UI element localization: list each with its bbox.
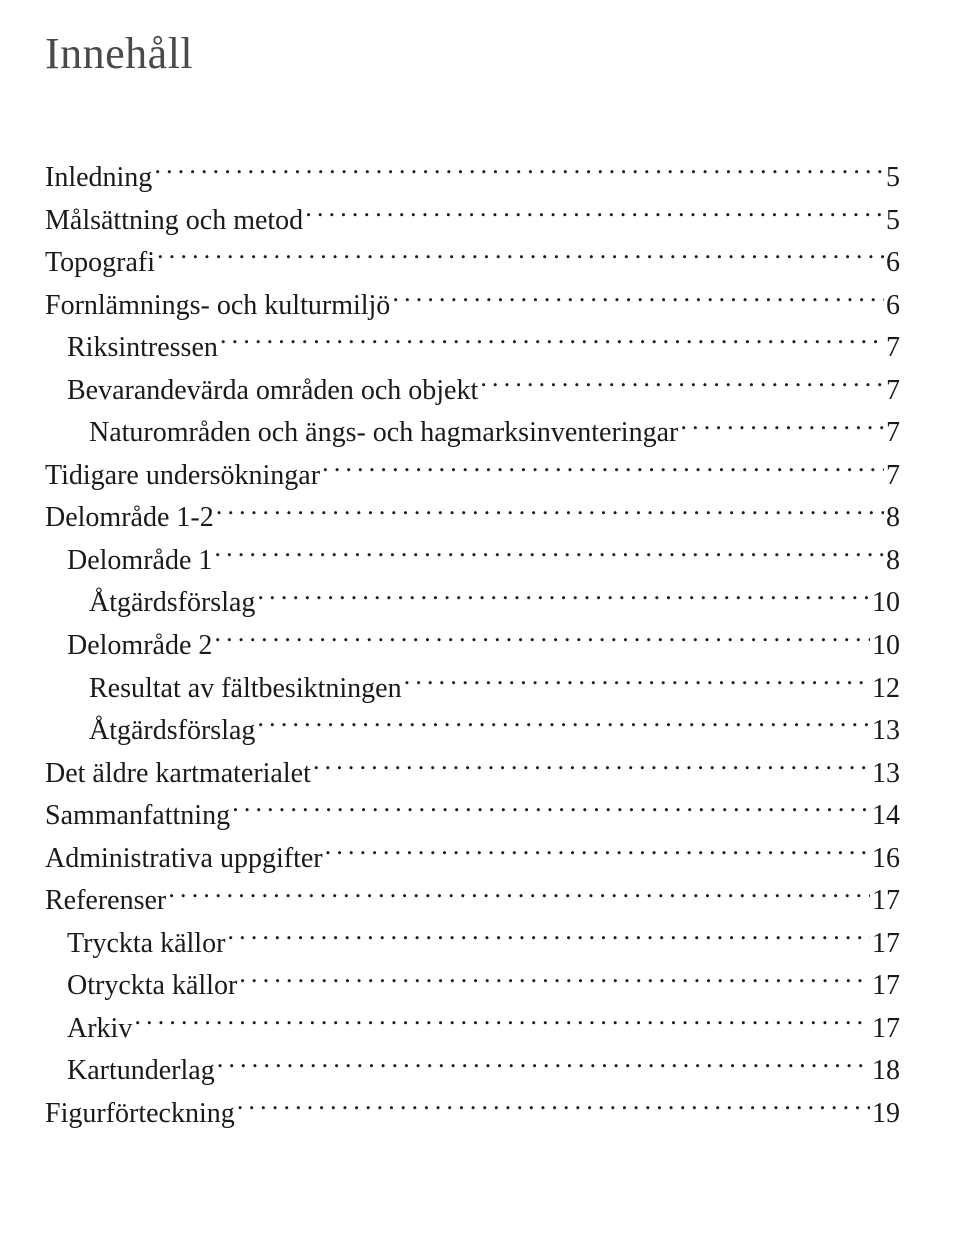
toc-entry-page: 5 xyxy=(886,200,900,243)
toc-entry: Naturområden och ängs- och hagmarksinven… xyxy=(45,412,900,455)
toc-leader xyxy=(214,626,870,654)
toc-entry-page: 7 xyxy=(886,455,900,498)
toc-entry-label: Målsättning och metod xyxy=(45,200,303,243)
toc-entry: Arkiv 17 xyxy=(45,1008,900,1051)
toc-entry-label: Topografi xyxy=(45,242,155,285)
toc-entry-label: Inledning xyxy=(45,157,152,200)
toc-leader xyxy=(216,498,884,526)
toc-entry-page: 13 xyxy=(872,710,900,753)
toc-entry-label: Riksintressen xyxy=(67,327,218,370)
toc-entry-label: Otryckta källor xyxy=(67,965,237,1008)
toc-leader xyxy=(305,201,884,229)
toc-leader xyxy=(232,796,870,824)
toc-entry-page: 7 xyxy=(886,370,900,413)
toc-entry-label: Tidigare undersökningar xyxy=(45,455,320,498)
page-title: Innehåll xyxy=(45,28,900,79)
toc-leader xyxy=(322,456,884,484)
toc-entry-label: Resultat av fältbesiktningen xyxy=(89,668,402,711)
toc-entry-page: 18 xyxy=(872,1050,900,1093)
toc-leader xyxy=(168,881,870,909)
toc-entry: Åtgärdsförslag 13 xyxy=(45,710,900,753)
toc-leader xyxy=(154,158,884,186)
table-of-contents: Inledning5Målsättning och metod5Topograf… xyxy=(45,157,900,1136)
toc-entry-page: 17 xyxy=(872,923,900,966)
toc-entry: Administrativa uppgifter 16 xyxy=(45,838,900,881)
toc-entry-page: 8 xyxy=(886,497,900,540)
toc-leader xyxy=(325,839,870,867)
toc-leader xyxy=(257,583,870,611)
toc-entry: Referenser 17 xyxy=(45,880,900,923)
toc-entry-label: Administrativa uppgifter xyxy=(45,838,323,881)
toc-entry: Sammanfattning 14 xyxy=(45,795,900,838)
toc-entry-page: 14 xyxy=(872,795,900,838)
toc-entry-page: 8 xyxy=(886,540,900,583)
toc-entry-page: 13 xyxy=(872,753,900,796)
toc-entry-page: 6 xyxy=(886,242,900,285)
toc-entry: Delområde 1 8 xyxy=(45,540,900,583)
toc-entry-label: Bevarandevärda områden och objekt xyxy=(67,370,478,413)
toc-entry: Kartunderlag 18 xyxy=(45,1050,900,1093)
toc-leader xyxy=(217,1051,870,1079)
toc-entry: Delområde 1-2 8 xyxy=(45,497,900,540)
toc-entry: Otryckta källor 17 xyxy=(45,965,900,1008)
toc-entry-page: 19 xyxy=(872,1093,900,1136)
toc-leader xyxy=(680,413,884,441)
toc-entry-label: Sammanfattning xyxy=(45,795,230,838)
toc-entry: Tryckta källor 17 xyxy=(45,923,900,966)
toc-entry: Inledning 5 xyxy=(45,157,900,200)
toc-entry-page: 10 xyxy=(872,625,900,668)
toc-entry-label: Tryckta källor xyxy=(67,923,225,966)
toc-entry: Bevarandevärda områden och objekt 7 xyxy=(45,370,900,413)
toc-leader xyxy=(227,924,870,952)
toc-leader xyxy=(313,754,870,782)
toc-leader xyxy=(480,371,884,399)
toc-entry: Åtgärdsförslag 10 xyxy=(45,582,900,625)
toc-leader xyxy=(220,328,884,356)
toc-entry-label: Figurförteckning xyxy=(45,1093,235,1136)
toc-leader xyxy=(392,286,884,314)
toc-entry-label: Kartunderlag xyxy=(67,1050,215,1093)
toc-entry-label: Det äldre kartmaterialet xyxy=(45,753,311,796)
toc-entry-label: Naturområden och ängs- och hagmarksinven… xyxy=(89,412,678,455)
toc-entry: Delområde 2 10 xyxy=(45,625,900,668)
toc-leader xyxy=(404,669,870,697)
toc-leader xyxy=(214,541,884,569)
toc-entry-label: Åtgärdsförslag xyxy=(89,582,255,625)
toc-entry: Tidigare undersökningar 7 xyxy=(45,455,900,498)
toc-entry-page: 17 xyxy=(872,965,900,1008)
toc-entry-label: Delområde 1 xyxy=(67,540,212,583)
toc-entry: Riksintressen 7 xyxy=(45,327,900,370)
toc-leader xyxy=(237,1094,870,1122)
toc-entry-label: Referenser xyxy=(45,880,166,923)
toc-leader xyxy=(239,966,870,994)
toc-entry-label: Fornlämnings- och kulturmiljö xyxy=(45,285,390,328)
toc-entry-page: 6 xyxy=(886,285,900,328)
toc-leader xyxy=(157,243,884,271)
toc-entry-page: 7 xyxy=(886,327,900,370)
toc-entry: Figurförteckning 19 xyxy=(45,1093,900,1136)
toc-entry-label: Delområde 1-2 xyxy=(45,497,214,540)
toc-leader xyxy=(257,711,870,739)
toc-entry-page: 16 xyxy=(872,838,900,881)
toc-entry-label: Åtgärdsförslag xyxy=(89,710,255,753)
toc-entry: Målsättning och metod 5 xyxy=(45,200,900,243)
toc-entry-page: 17 xyxy=(872,1008,900,1051)
toc-entry-page: 7 xyxy=(886,412,900,455)
toc-leader xyxy=(134,1009,870,1037)
toc-entry: Resultat av fältbesiktningen 12 xyxy=(45,668,900,711)
toc-entry-page: 12 xyxy=(872,668,900,711)
toc-entry-page: 17 xyxy=(872,880,900,923)
toc-entry: Det äldre kartmaterialet 13 xyxy=(45,753,900,796)
toc-entry-page: 5 xyxy=(886,157,900,200)
toc-entry-label: Delområde 2 xyxy=(67,625,212,668)
toc-entry: Fornlämnings- och kulturmiljö 6 xyxy=(45,285,900,328)
toc-entry: Topografi 6 xyxy=(45,242,900,285)
toc-entry-page: 10 xyxy=(872,582,900,625)
toc-entry-label: Arkiv xyxy=(67,1008,132,1051)
